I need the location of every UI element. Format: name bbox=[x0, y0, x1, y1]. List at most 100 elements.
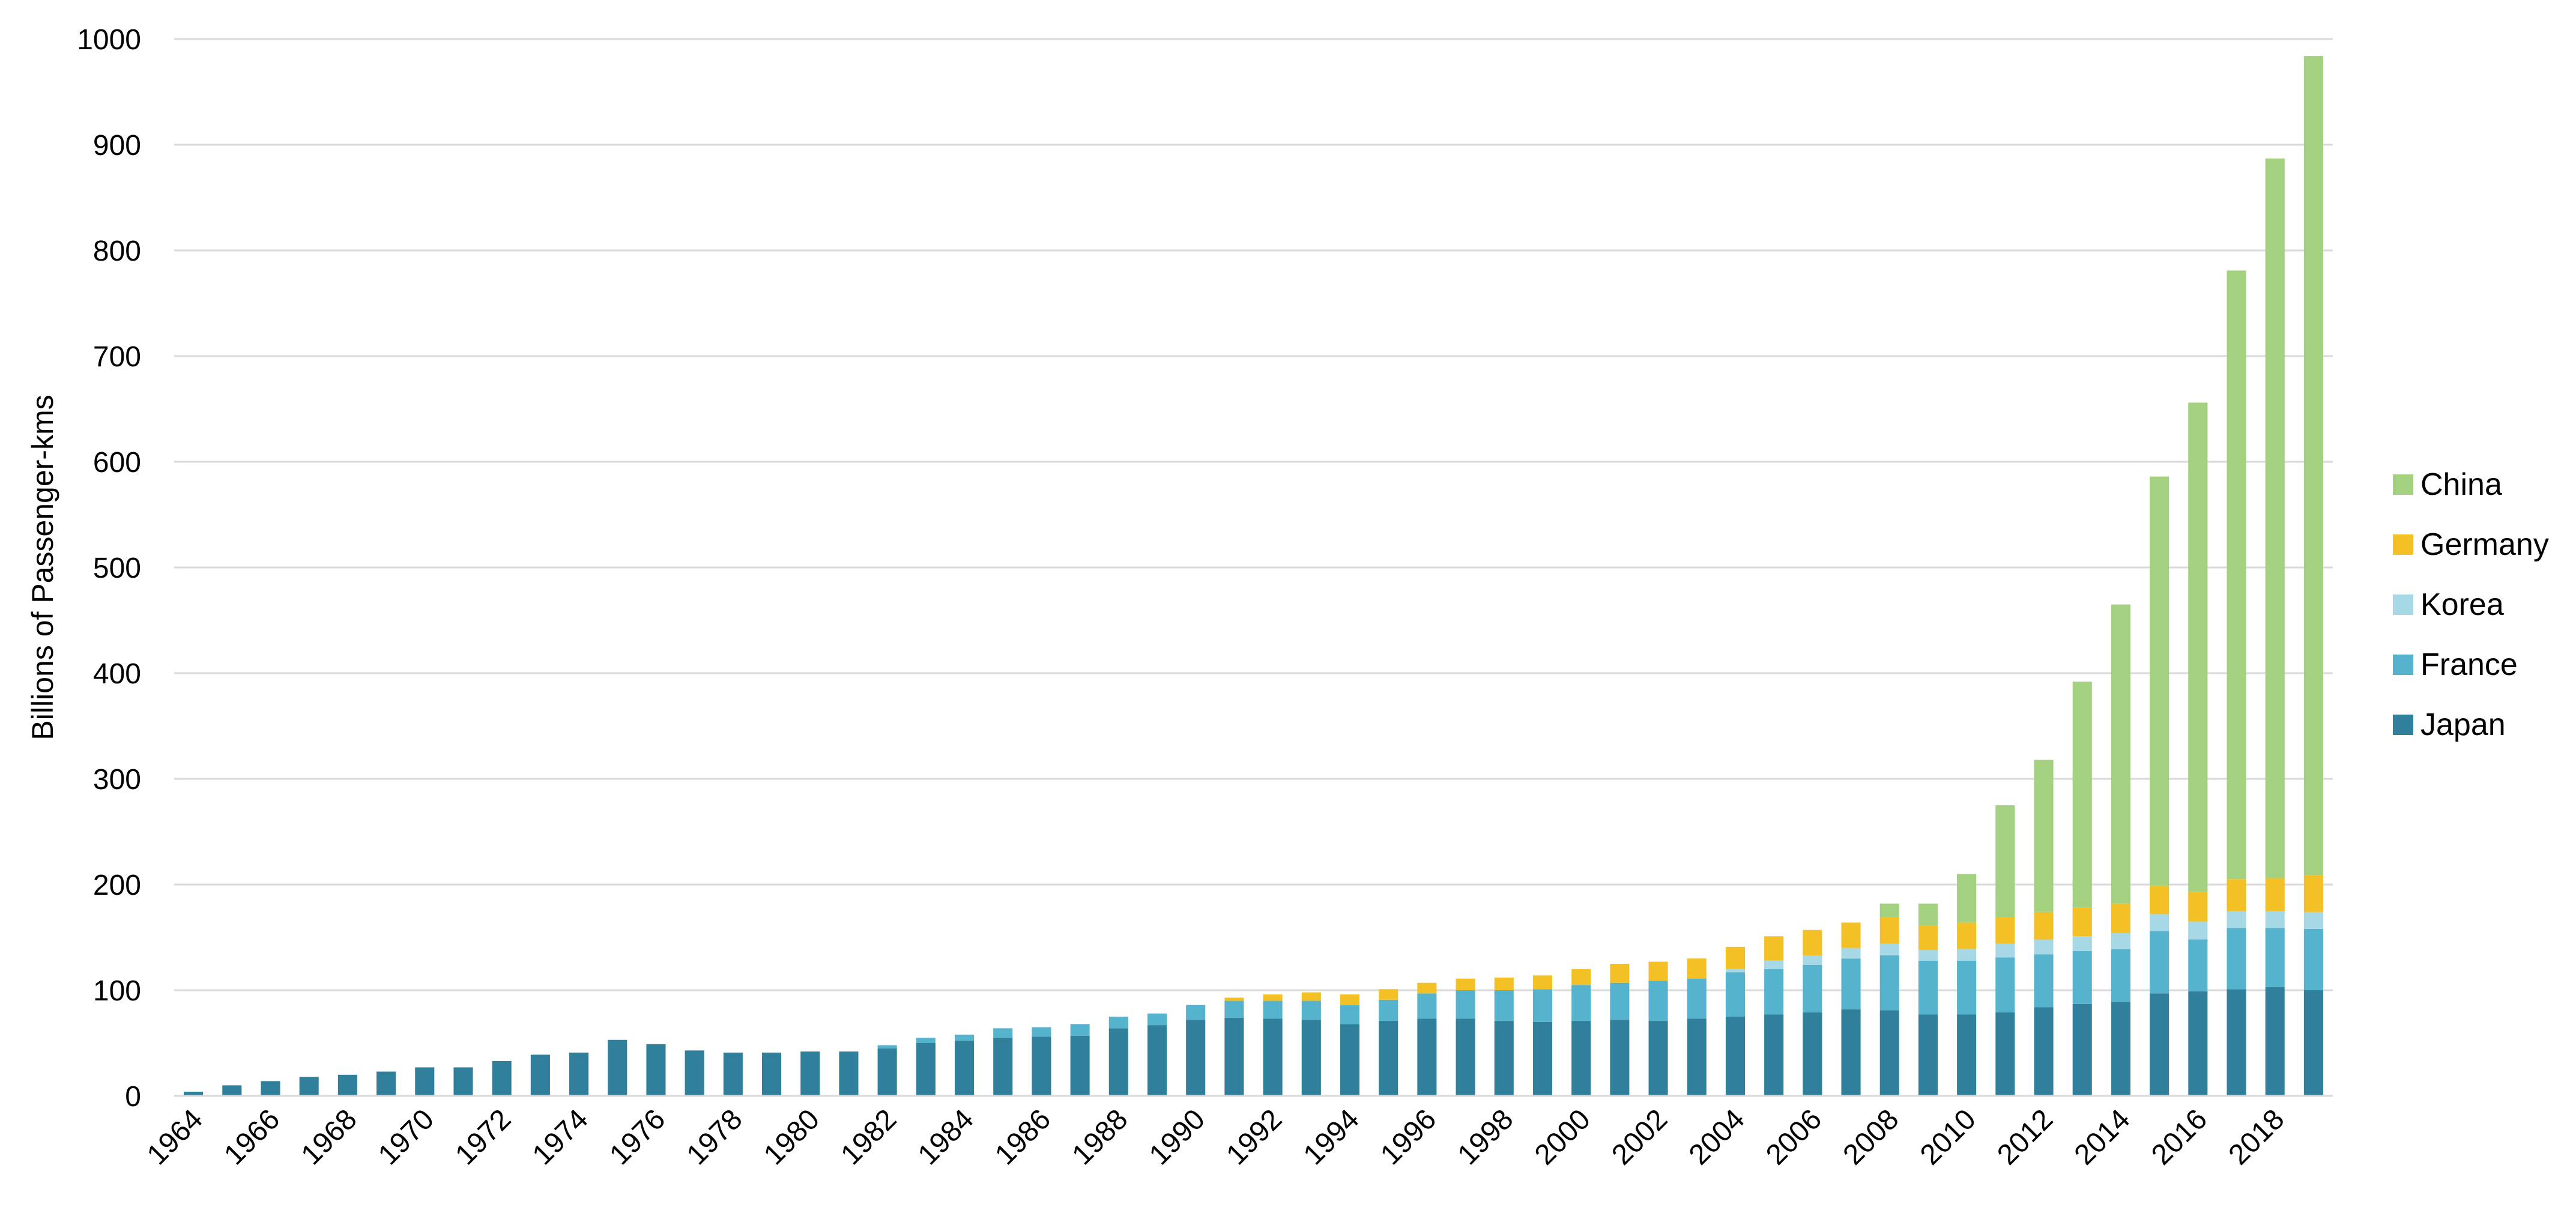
bar-segment-germany-1992 bbox=[1263, 994, 1283, 1001]
legend-swatch-germany bbox=[2393, 534, 2413, 555]
bar-segment-france-1992 bbox=[1263, 1000, 1283, 1019]
bar-segment-france-1996 bbox=[1417, 993, 1437, 1019]
bar-segment-japan-2018 bbox=[2265, 987, 2285, 1096]
bar-segment-france-1984 bbox=[954, 1034, 975, 1041]
bar-segment-france-1995 bbox=[1379, 999, 1398, 1021]
bar-segment-japan-1979 bbox=[761, 1052, 782, 1096]
x-tick-label: 1968 bbox=[295, 1103, 363, 1171]
bar-segment-germany-1999 bbox=[1532, 975, 1553, 990]
bar-segment-korea-2011 bbox=[1995, 943, 2015, 958]
bar-segment-germany-2006 bbox=[1803, 930, 1822, 955]
y-tick-label: 200 bbox=[93, 870, 141, 901]
bar-segment-japan-1996 bbox=[1417, 1018, 1437, 1096]
bar-segment-japan-1991 bbox=[1224, 1017, 1244, 1096]
bar-segment-france-2003 bbox=[1687, 978, 1707, 1019]
y-tick-label: 800 bbox=[93, 235, 141, 267]
bar-segment-france-2014 bbox=[2111, 949, 2130, 1002]
bar-segment-japan-2014 bbox=[2111, 1002, 2130, 1096]
bar-segment-korea-2010 bbox=[1957, 949, 1977, 961]
x-tick-label: 2004 bbox=[1683, 1103, 1751, 1171]
bar-segment-germany-2000 bbox=[1571, 969, 1591, 985]
bar-segment-china-2014 bbox=[2111, 604, 2130, 904]
bar-segment-japan-2012 bbox=[2034, 1007, 2054, 1096]
bar-segment-china-2008 bbox=[1879, 903, 1899, 918]
y-axis-tick-labels: 0 100 200 300 400 500 600 700 800 900 1000 bbox=[77, 24, 141, 1113]
bar-segment-france-1983 bbox=[916, 1038, 936, 1043]
y-tick-label: 900 bbox=[93, 130, 141, 162]
legend-label-germany: Germany bbox=[2420, 527, 2549, 562]
bar-segment-japan-1980 bbox=[800, 1051, 820, 1096]
bar-segment-germany-2005 bbox=[1764, 936, 1784, 961]
bar-segment-germany-2012 bbox=[2034, 912, 2054, 940]
bar-segment-korea-2018 bbox=[2265, 911, 2285, 928]
bar-segment-france-2012 bbox=[2034, 954, 2054, 1008]
legend-label-japan: Japan bbox=[2420, 707, 2506, 742]
bar-segment-france-1994 bbox=[1340, 1005, 1360, 1024]
bar-segment-france-2001 bbox=[1610, 982, 1630, 1020]
bar-segment-japan-1989 bbox=[1147, 1025, 1167, 1096]
bar-segment-japan-1972 bbox=[492, 1060, 512, 1096]
x-tick-label: 2012 bbox=[1991, 1103, 2059, 1171]
bar-segment-germany-1991 bbox=[1224, 997, 1244, 1001]
bar-segment-france-2004 bbox=[1725, 972, 1746, 1017]
bar-segment-japan-1995 bbox=[1379, 1021, 1398, 1096]
x-tick-label: 2010 bbox=[1914, 1103, 1982, 1171]
bar-segment-japan-2010 bbox=[1957, 1014, 1977, 1096]
y-tick-label: 300 bbox=[93, 764, 141, 796]
x-tick-label: 1994 bbox=[1298, 1103, 1365, 1171]
bar-segment-japan-1981 bbox=[839, 1051, 859, 1096]
bar-segment-germany-2014 bbox=[2111, 903, 2130, 933]
x-tick-label: 1978 bbox=[681, 1103, 749, 1171]
bar-segment-japan-2001 bbox=[1610, 1020, 1630, 1096]
bar-segment-korea-2005 bbox=[1764, 960, 1784, 969]
bar-segment-germany-2008 bbox=[1879, 917, 1899, 944]
bar-segment-japan-1976 bbox=[646, 1044, 666, 1096]
bar-segment-germany-2001 bbox=[1610, 964, 1630, 983]
bar-segment-japan-1973 bbox=[530, 1054, 550, 1096]
legend-label-france: France bbox=[2420, 647, 2518, 682]
bar-segment-germany-2018 bbox=[2265, 878, 2285, 911]
bar-segment-korea-2007 bbox=[1841, 948, 1861, 959]
gridlines bbox=[174, 38, 2333, 991]
x-tick-label: 1970 bbox=[372, 1103, 440, 1171]
bar-segment-france-2006 bbox=[1803, 964, 1822, 1012]
x-tick-label: 2000 bbox=[1529, 1103, 1597, 1171]
bar-segment-france-1999 bbox=[1532, 989, 1553, 1022]
bar-segment-germany-2015 bbox=[2150, 885, 2169, 915]
bar-segment-japan-2000 bbox=[1571, 1021, 1591, 1096]
bar-segment-japan-2013 bbox=[2072, 1003, 2092, 1096]
x-tick-label: 1976 bbox=[603, 1103, 671, 1171]
bar-segment-france-2019 bbox=[2303, 928, 2323, 990]
legend-label-china: China bbox=[2420, 467, 2502, 502]
x-tick-label: 1964 bbox=[141, 1103, 209, 1171]
bar-segment-france-1988 bbox=[1108, 1017, 1128, 1029]
bar-segment-germany-1995 bbox=[1379, 989, 1398, 1000]
bar-segment-germany-2003 bbox=[1687, 958, 1707, 979]
bar-segment-japan-2005 bbox=[1764, 1014, 1784, 1096]
legend-swatch-korea bbox=[2393, 594, 2413, 615]
bar-segment-japan-1977 bbox=[685, 1050, 704, 1096]
bar-segment-china-2016 bbox=[2188, 402, 2208, 892]
bar-segment-china-2013 bbox=[2072, 682, 2092, 908]
bar-segment-france-2000 bbox=[1571, 985, 1591, 1021]
bar-segment-china-2012 bbox=[2034, 760, 2054, 912]
bar-segment-china-2009 bbox=[1918, 903, 1938, 926]
bar-segment-japan-2003 bbox=[1687, 1018, 1707, 1096]
bar-segment-korea-2015 bbox=[2150, 914, 2169, 931]
y-axis-title: Billions of Passenger-kms bbox=[26, 395, 59, 740]
bar-segment-japan-1988 bbox=[1108, 1028, 1128, 1096]
bar-segment-japan-1965 bbox=[222, 1085, 242, 1096]
y-tick-label: 0 bbox=[125, 1081, 141, 1113]
x-tick-label: 1980 bbox=[758, 1103, 826, 1171]
bar-segment-japan-1971 bbox=[453, 1067, 473, 1096]
bar-segment-korea-2017 bbox=[2227, 911, 2246, 928]
bar-segment-china-2011 bbox=[1995, 805, 2015, 918]
bar-segment-korea-2012 bbox=[2034, 939, 2054, 955]
bar-segment-japan-1967 bbox=[299, 1077, 319, 1096]
x-tick-label: 2016 bbox=[2145, 1103, 2213, 1171]
bar-segment-japan-1983 bbox=[916, 1043, 936, 1096]
bar-segment-germany-2013 bbox=[2072, 907, 2092, 937]
bar-segment-france-1990 bbox=[1186, 1005, 1206, 1020]
bar-segment-japan-2015 bbox=[2150, 993, 2169, 1096]
x-tick-label: 1988 bbox=[1066, 1103, 1134, 1171]
